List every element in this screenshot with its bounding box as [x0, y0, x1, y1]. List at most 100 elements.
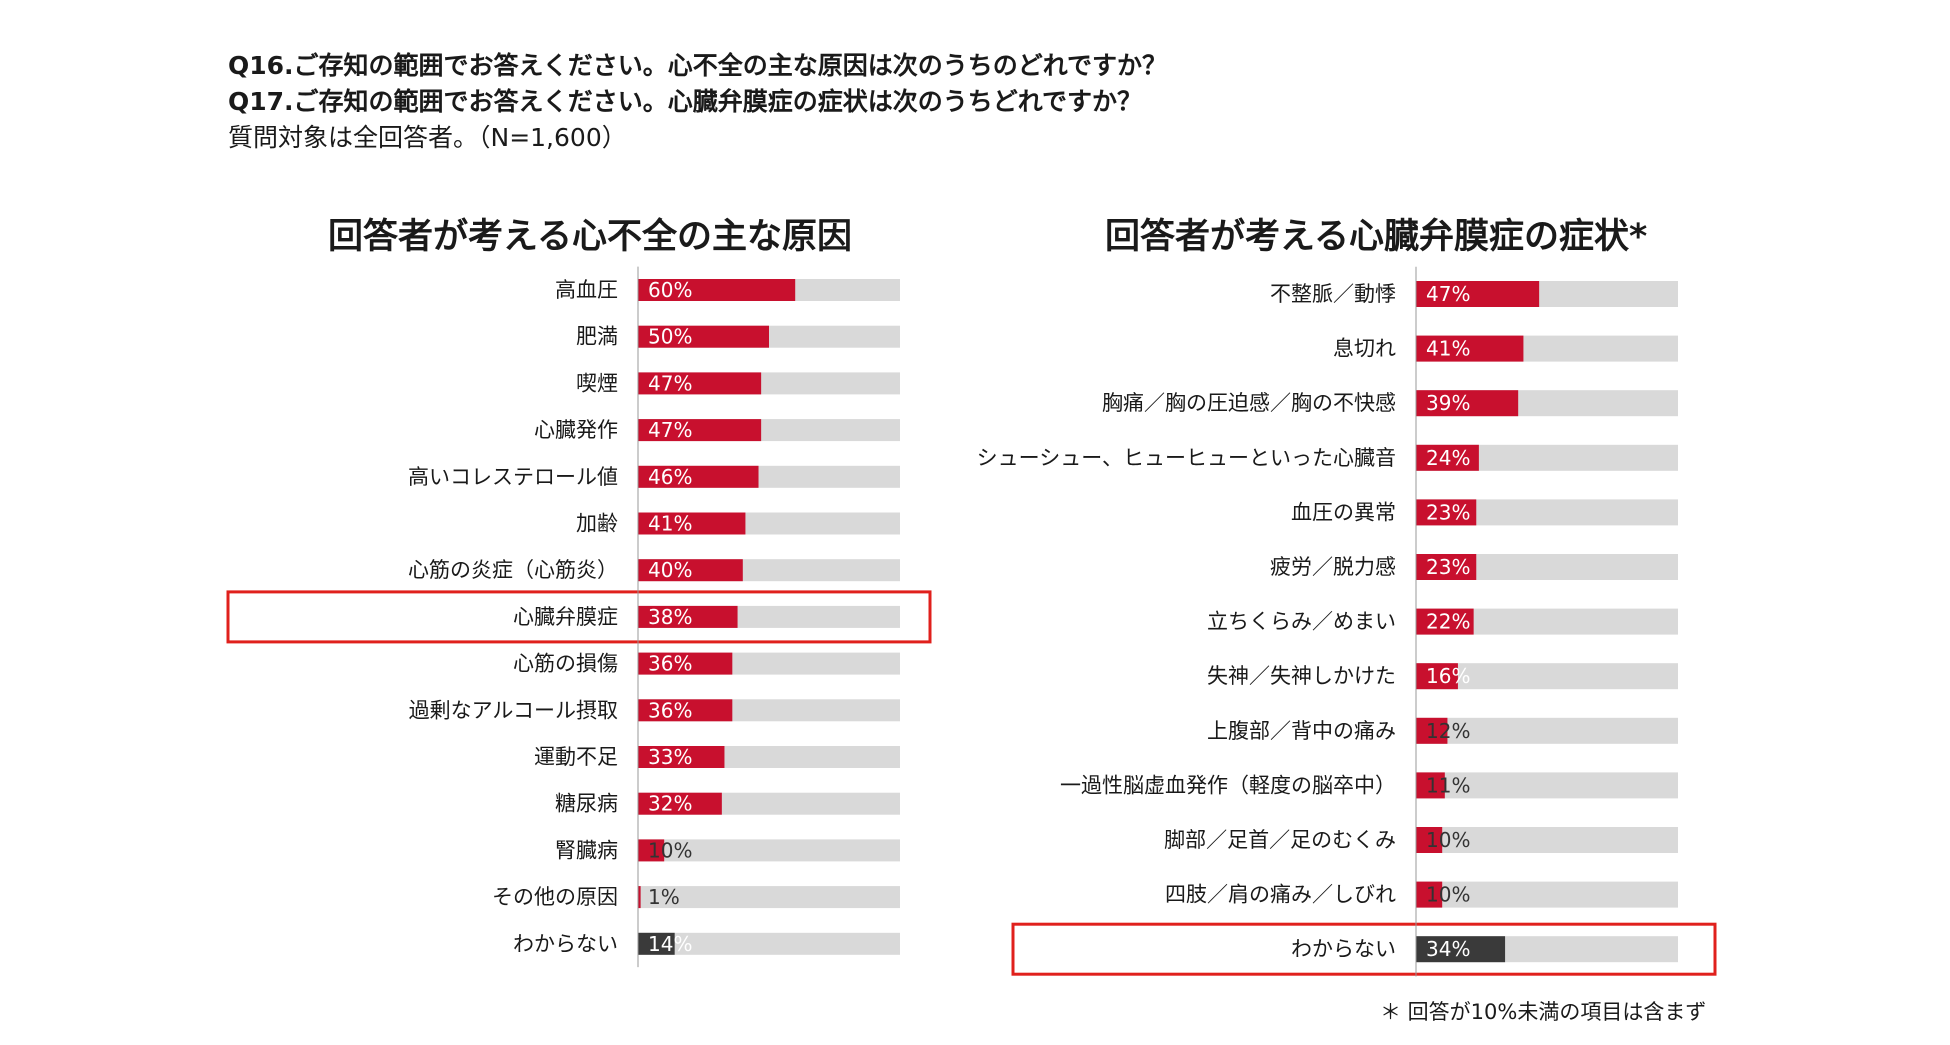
value-label: 60% — [648, 278, 692, 302]
highlight-box — [226, 590, 932, 644]
category-label: 四肢／肩の痛み／しびれ — [1165, 883, 1396, 907]
bar — [1416, 390, 1519, 417]
category-label: 不整脈／動悸 — [1270, 282, 1396, 306]
bar — [1416, 827, 1443, 853]
category-label: わからない — [513, 932, 618, 956]
category-label: 一過性脳虚血発作（軽度の脳卒中） — [1060, 773, 1396, 797]
value-label: 16% — [1426, 664, 1470, 688]
footnote: ＊ 回答が10%未満の項目は含まず — [1380, 1000, 1707, 1024]
question-q16: Q16.ご存知の範囲でお答えください。心不全の主な原因は次のうちのどれですか？ — [228, 51, 1168, 80]
chart-title-symptoms: 回答者が考える心臓弁膜症の症状* — [1105, 217, 1648, 257]
bar-track — [1416, 663, 1678, 690]
category-label: 上腹部／背中の痛み — [1207, 719, 1396, 743]
bar — [1416, 881, 1443, 908]
bar — [638, 605, 738, 628]
bar — [1416, 608, 1474, 635]
value-label: 11% — [1426, 773, 1470, 797]
bar — [638, 839, 665, 862]
value-label: 32% — [648, 792, 692, 816]
bar — [1416, 936, 1506, 963]
bar — [1416, 335, 1524, 362]
category-label: 高いコレステロール値 — [408, 465, 618, 489]
bar — [638, 792, 722, 815]
bar — [638, 746, 725, 768]
category-label: シューシュー、ヒューヒューといった心臓音 — [977, 446, 1396, 470]
bar-track — [1416, 881, 1678, 908]
bar — [638, 419, 762, 442]
category-label: 運動不足 — [534, 745, 618, 769]
category-label: 疲労／脱力感 — [1270, 555, 1396, 579]
category-label: 心臓弁膜症 — [513, 605, 618, 629]
value-label: 10% — [1426, 883, 1470, 907]
category-label: 脚部／足首／足のむくみ — [1164, 828, 1396, 852]
bar — [638, 372, 762, 395]
value-label: 38% — [648, 605, 692, 629]
bar — [1416, 444, 1479, 471]
category-label: 腎臓病 — [555, 838, 618, 862]
value-label: 22% — [1426, 610, 1470, 634]
category-label: 心臓発作 — [534, 418, 618, 442]
value-label: 47% — [648, 371, 692, 395]
category-label: 心筋の炎症（心筋炎） — [408, 558, 618, 582]
chart-title-causes: 回答者が考える心不全の主な原因 — [328, 217, 852, 257]
category-label: 過剰なアルコール摂取 — [409, 698, 618, 722]
bar — [638, 886, 641, 909]
value-label: 40% — [648, 558, 692, 582]
value-label: 50% — [648, 325, 692, 349]
bar — [1416, 554, 1477, 580]
bar — [638, 465, 759, 488]
value-label: 33% — [648, 745, 692, 769]
bar-track — [638, 886, 900, 909]
bar — [638, 652, 733, 675]
value-label: 39% — [1426, 391, 1470, 415]
value-label: 1% — [648, 885, 680, 909]
bar-track — [1416, 827, 1678, 853]
category-label: 息切れ — [1333, 337, 1396, 361]
bar — [1416, 717, 1448, 744]
bar — [638, 325, 769, 348]
bar — [1416, 281, 1540, 307]
category-label: 立ちくらみ／めまい — [1207, 610, 1396, 634]
value-label: 36% — [648, 652, 692, 676]
value-label: 12% — [1426, 719, 1470, 743]
bar — [1416, 663, 1458, 690]
bar — [638, 512, 746, 535]
value-label: 14% — [648, 932, 692, 956]
value-label: 10% — [1426, 828, 1470, 852]
category-label: 心筋の損傷 — [513, 652, 618, 676]
value-label: 34% — [1426, 937, 1470, 961]
bar — [638, 279, 796, 301]
bar — [1416, 772, 1445, 799]
bar-track — [1416, 772, 1678, 799]
bar-track — [638, 932, 900, 955]
value-label: 23% — [1426, 555, 1470, 579]
value-label: 10% — [648, 838, 692, 862]
bar — [638, 932, 675, 955]
bar — [638, 559, 743, 582]
value-label: 41% — [648, 512, 692, 536]
question-header: Q16.ご存知の範囲でお答えください。心不全の主な原因は次のうちのどれですか？ … — [228, 48, 1167, 156]
question-q17: Q17.ご存知の範囲でお答えください。心臓弁膜症の症状は次のうちどれですか？ — [228, 87, 1143, 116]
respondent-note: 質問対象は全回答者。（N=1,600） — [228, 123, 627, 152]
bar-track — [638, 839, 900, 862]
value-label: 47% — [1426, 282, 1470, 306]
value-label: 41% — [1426, 337, 1470, 361]
category-label: 糖尿病 — [555, 792, 618, 816]
bar-track — [1416, 717, 1678, 744]
category-label: 血圧の異常 — [1291, 500, 1396, 524]
bar — [1416, 499, 1477, 526]
category-label: 肥満 — [576, 325, 618, 349]
category-label: その他の原因 — [492, 885, 618, 909]
category-label: わからない — [1291, 937, 1396, 961]
value-label: 46% — [648, 465, 692, 489]
category-label: 胸痛／胸の圧迫感／胸の不快感 — [1102, 391, 1396, 415]
category-label: 加齢 — [576, 512, 618, 536]
bar — [638, 699, 733, 722]
category-label: 失神／失神しかけた — [1207, 664, 1396, 688]
value-label: 36% — [648, 698, 692, 722]
category-label: 高血圧 — [555, 278, 618, 302]
value-label: 23% — [1426, 500, 1470, 524]
value-label: 24% — [1426, 446, 1470, 470]
